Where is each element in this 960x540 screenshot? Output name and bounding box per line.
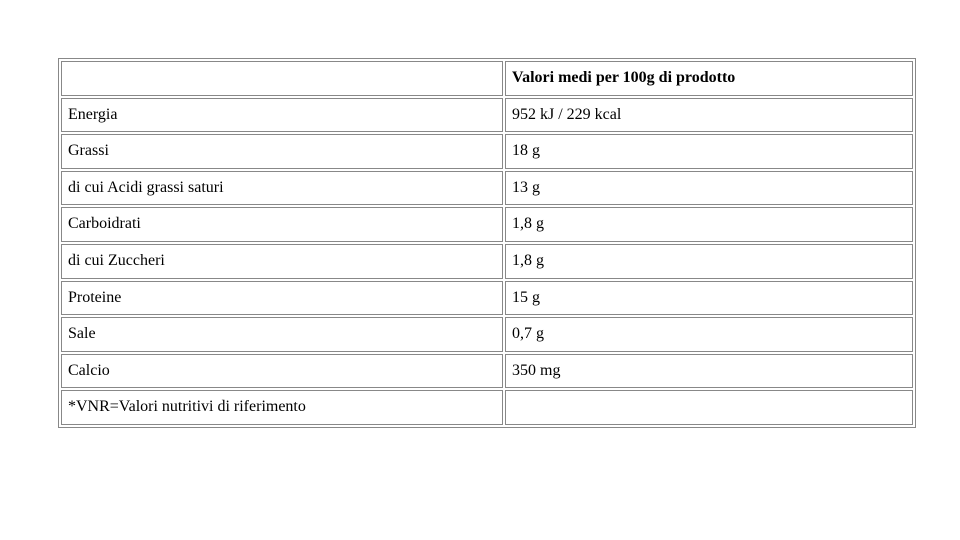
row-label: Sale: [61, 317, 503, 352]
table-row: Proteine 15 g: [61, 281, 913, 316]
row-label: Calcio: [61, 354, 503, 389]
table-header-row: Valori medi per 100g di prodotto: [61, 61, 913, 96]
row-value: 18 g: [505, 134, 913, 169]
header-empty: [61, 61, 503, 96]
row-value: 952 kJ / 229 kcal: [505, 98, 913, 133]
row-value: 1,8 g: [505, 207, 913, 242]
row-label: Grassi: [61, 134, 503, 169]
table-row: *VNR=Valori nutritivi di riferimento: [61, 390, 913, 425]
table-row: di cui Acidi grassi saturi 13 g: [61, 171, 913, 206]
row-value: [505, 390, 913, 425]
row-value: 13 g: [505, 171, 913, 206]
row-label: Energia: [61, 98, 503, 133]
table-row: Calcio 350 mg: [61, 354, 913, 389]
table-row: di cui Zuccheri 1,8 g: [61, 244, 913, 279]
row-label: Proteine: [61, 281, 503, 316]
table-row: Energia 952 kJ / 229 kcal: [61, 98, 913, 133]
row-value: 0,7 g: [505, 317, 913, 352]
row-label: *VNR=Valori nutritivi di riferimento: [61, 390, 503, 425]
table-row: Grassi 18 g: [61, 134, 913, 169]
nutrition-table: Valori medi per 100g di prodotto Energia…: [58, 58, 916, 428]
header-value: Valori medi per 100g di prodotto: [505, 61, 913, 96]
table-row: Carboidrati 1,8 g: [61, 207, 913, 242]
row-value: 1,8 g: [505, 244, 913, 279]
row-value: 15 g: [505, 281, 913, 316]
row-value: 350 mg: [505, 354, 913, 389]
row-label: Carboidrati: [61, 207, 503, 242]
table-row: Sale 0,7 g: [61, 317, 913, 352]
row-label: di cui Acidi grassi saturi: [61, 171, 503, 206]
row-label: di cui Zuccheri: [61, 244, 503, 279]
